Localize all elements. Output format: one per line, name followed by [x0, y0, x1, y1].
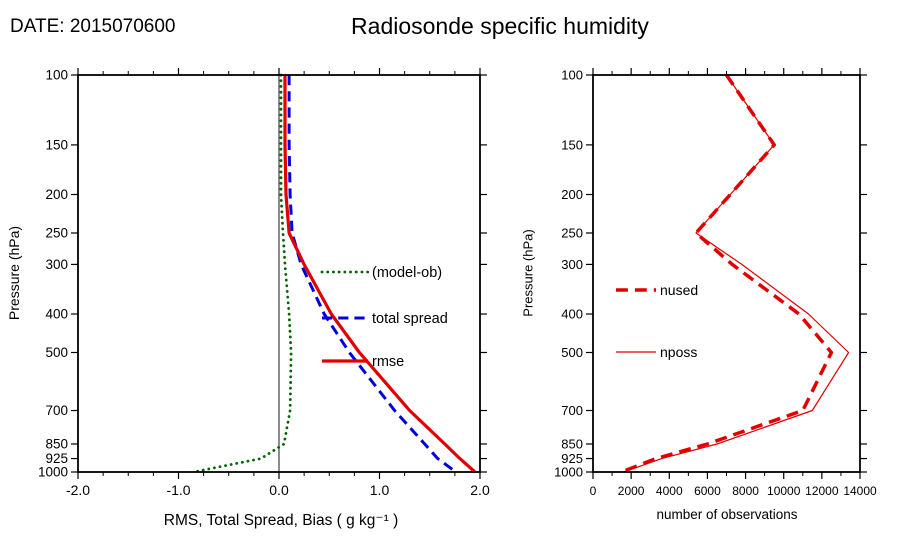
y-tick-label: 1000	[554, 465, 583, 480]
y-tick-label: 250	[45, 225, 68, 240]
x-tick-label: 0	[590, 484, 597, 498]
y-tick-label: 150	[45, 137, 68, 152]
x-tick-label: -1.0	[166, 482, 190, 498]
y-tick-label: 500	[45, 345, 68, 360]
y-tick-label: 100	[561, 68, 583, 83]
y-tick-label: 150	[561, 137, 583, 152]
legend-label-nposs: nposs	[660, 344, 697, 360]
x-tick-label: 0.0	[269, 482, 289, 498]
right-x-axis-title: number of observations	[656, 507, 798, 522]
left-y-axis-title: Pressure (hPa)	[6, 225, 22, 321]
date-label: DATE: 2015070600	[10, 16, 176, 37]
x-tick-label: 8000	[732, 484, 759, 498]
y-tick-label: 250	[561, 225, 583, 240]
y-tick-label: 200	[45, 187, 68, 202]
y-tick-label: 300	[45, 257, 68, 272]
plot-box	[592, 74, 861, 473]
y-tick-label: 925	[561, 451, 583, 466]
y-tick-label: 850	[561, 436, 583, 451]
x-tick-label: 2000	[618, 484, 645, 498]
x-tick-label: 4000	[656, 484, 683, 498]
y-tick-label: 100	[45, 68, 68, 83]
y-tick-label: 400	[561, 307, 583, 322]
series-line--model-ob-	[192, 73, 293, 474]
legend-label-nused: nused	[660, 282, 698, 298]
y-tick-label: 850	[45, 436, 68, 451]
y-tick-label: 500	[561, 345, 583, 360]
y-tick-label: 300	[561, 257, 583, 272]
chart-left: -2.0 -1.0 0.0 1.0 2.0 100 150 200 250 300 400 500 70…	[38, 68, 490, 499]
x-tick-label: 14000	[843, 484, 877, 498]
legend-label--model-ob-: (model-ob)	[372, 265, 442, 281]
y-tick-label: 925	[45, 451, 68, 466]
legend-label-rmse: rmse	[372, 354, 404, 370]
y-tick-label: 700	[561, 403, 583, 418]
right-y-axis-title: Pressure (hPa)	[520, 229, 536, 317]
chart-right: 0 2000 4000 6000 8000 10000 12000 14000 100 150 20…	[554, 68, 877, 499]
x-tick-label: 2.0	[470, 482, 490, 498]
series-line-total-spread	[287, 75, 457, 474]
y-tick-label: 1000	[38, 465, 68, 480]
series-line-rmse	[283, 75, 477, 474]
x-tick-label: 6000	[694, 484, 721, 498]
x-tick-label: -2.0	[66, 482, 90, 498]
x-tick-label: 1.0	[370, 482, 390, 498]
x-tick-label: 10000	[767, 484, 801, 498]
y-tick-label: 700	[45, 403, 68, 418]
series-line-nused	[620, 74, 834, 474]
series-line-nposs	[623, 74, 850, 473]
y-tick-label: 400	[45, 307, 68, 322]
legend-label-total-spread: total spread	[372, 311, 448, 327]
left-x-axis-title: RMS, Total Spread, Bias ( g kg⁻¹ )	[163, 512, 399, 529]
figure-title: Radiosonde specific humidity	[351, 13, 649, 39]
y-tick-label: 200	[561, 187, 583, 202]
x-tick-label: 12000	[805, 484, 839, 498]
